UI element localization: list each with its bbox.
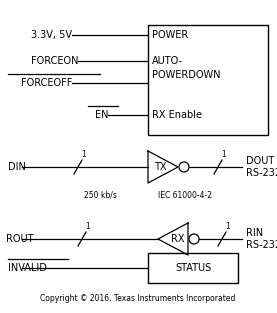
Text: DOUT: DOUT [246, 156, 274, 166]
Bar [148, 253, 238, 283]
Text: IEC 61000-4-2: IEC 61000-4-2 [158, 191, 212, 199]
Text: TX: TX [154, 162, 166, 172]
Text: 1: 1 [82, 150, 86, 159]
Text: 3.3V, 5V: 3.3V, 5V [31, 30, 72, 40]
Text: RX Enable: RX Enable [152, 110, 202, 120]
Text: Copyright © 2016, Texas Instruments Incorporated: Copyright © 2016, Texas Instruments Inco… [40, 294, 236, 303]
Text: FORCEON: FORCEON [30, 56, 78, 66]
Text: DIN: DIN [8, 162, 26, 172]
Text: AUTO-: AUTO- [152, 56, 183, 66]
Bar [148, 25, 268, 135]
Text: RX: RX [171, 234, 185, 244]
Text: EN: EN [94, 110, 108, 120]
Text: RS-232: RS-232 [246, 240, 277, 250]
Text: FORCEOFF: FORCEOFF [20, 78, 72, 88]
Text: POWERDOWN: POWERDOWN [152, 70, 220, 80]
Text: RIN: RIN [246, 228, 263, 238]
Text: STATUS: STATUS [175, 263, 211, 273]
Text: 250 kb/s: 250 kb/s [84, 191, 116, 199]
Text: RS-232: RS-232 [246, 168, 277, 178]
Text: 1: 1 [86, 222, 90, 231]
Text: 1: 1 [222, 150, 226, 159]
Text: POWER: POWER [152, 30, 188, 40]
Text: 1: 1 [226, 222, 230, 231]
Text: INVALID: INVALID [8, 263, 47, 273]
Text: ROUT: ROUT [6, 234, 34, 244]
